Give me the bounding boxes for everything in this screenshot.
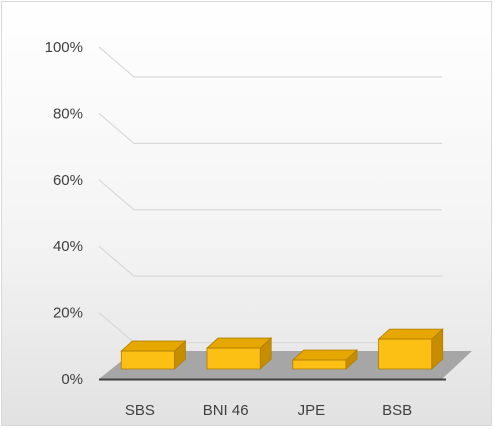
y-tick-label: 60% bbox=[53, 172, 83, 189]
x-tick-label: BSB bbox=[382, 402, 412, 419]
bar-top bbox=[206, 337, 273, 349]
y-tick-label: 80% bbox=[53, 105, 83, 122]
bar-bsb bbox=[377, 328, 444, 370]
y-tick-label: 40% bbox=[53, 238, 83, 255]
bar-front bbox=[292, 359, 347, 370]
y-tick-label: 20% bbox=[53, 305, 83, 322]
tick-labels: 0% 20% 40% 60% 80% 100% SBS BNI 46 JPE BSB bbox=[45, 39, 413, 419]
bar-jpe bbox=[291, 349, 358, 370]
bar-sbs bbox=[120, 340, 187, 370]
x-tick-label: SBS bbox=[125, 402, 155, 419]
bar-top bbox=[291, 349, 358, 361]
gridlines bbox=[98, 46, 442, 344]
gridline bbox=[98, 179, 442, 211]
gridline bbox=[98, 112, 442, 144]
bar-top bbox=[377, 328, 444, 340]
gridline bbox=[98, 245, 442, 277]
bars bbox=[120, 328, 444, 370]
bar-bni-46 bbox=[206, 337, 273, 370]
gridline bbox=[98, 46, 442, 78]
x-tick-label: BNI 46 bbox=[203, 402, 249, 419]
x-tick-label: JPE bbox=[298, 402, 326, 419]
bar-front bbox=[120, 350, 175, 370]
y-tick-label: 0% bbox=[61, 371, 83, 388]
bar-front bbox=[378, 338, 433, 370]
bar-top bbox=[120, 340, 187, 352]
bar-front bbox=[206, 347, 261, 370]
y-tick-label: 100% bbox=[45, 39, 83, 56]
